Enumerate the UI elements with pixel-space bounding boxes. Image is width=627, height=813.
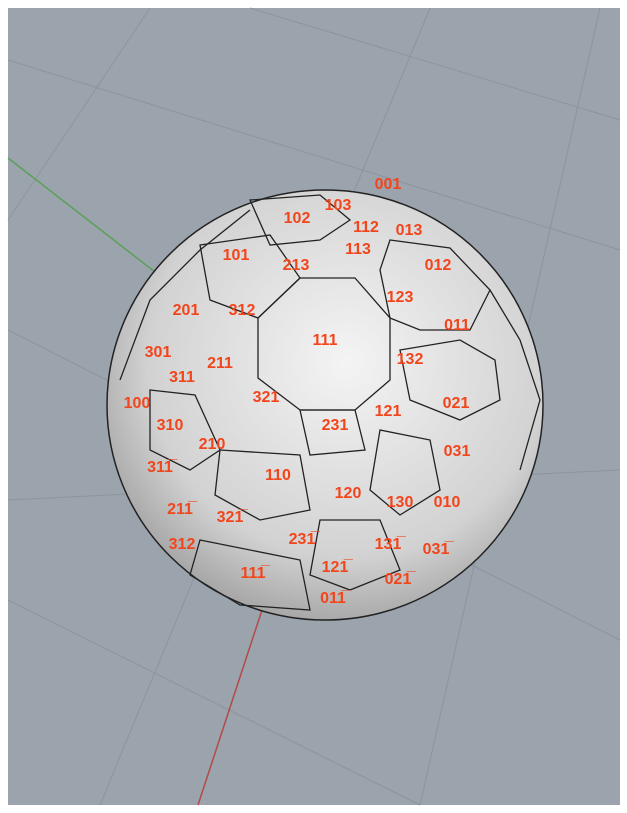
face-label: 010 (434, 494, 461, 511)
face-label: 031 (444, 443, 471, 460)
face-label: 231̅ (289, 530, 321, 548)
x-axis (197, 609, 263, 806)
face-label: 311 (169, 369, 195, 386)
face-label: 213 (283, 257, 310, 274)
face-label: 021̅ (385, 570, 417, 588)
face-label: 013 (396, 222, 423, 239)
face-label: 101 (223, 247, 250, 264)
face-label: 113 (345, 241, 371, 258)
face-label: 120 (335, 485, 362, 502)
y-axis (7, 157, 156, 273)
face-labels: 001 103 102 112 013 113 101 213 012 123 … (124, 176, 471, 607)
face-label: 031̅ (423, 540, 455, 558)
face-label: 231 (322, 417, 349, 434)
face-label: 001 (375, 176, 402, 193)
face-label: 211 (207, 355, 233, 372)
face-label: 011̅ (320, 589, 351, 607)
face-label: 121̅ (322, 558, 354, 576)
face-label: 201 (173, 302, 200, 319)
face-label: 321 (253, 389, 280, 406)
face-label: 112 (353, 219, 379, 236)
face-label: 210 (199, 436, 226, 453)
face-label: 111̅ (241, 564, 271, 582)
face-label: 011 (444, 317, 470, 334)
face-label: 301 (145, 344, 172, 361)
face-label: 130 (387, 494, 414, 511)
face-label: 021 (443, 395, 470, 412)
face-label: 131̅ (375, 535, 407, 553)
face-label: 312 (229, 302, 256, 319)
face-label: 310 (157, 417, 184, 434)
face-label: 111 (313, 332, 338, 349)
face-label: 100 (124, 395, 151, 412)
face-label: 123 (387, 289, 414, 306)
polyhedron (106, 189, 544, 621)
face-label: 102 (284, 210, 311, 227)
face-label: 211̅ (167, 500, 198, 518)
face-label: 132 (397, 351, 424, 368)
face-label: 321̅ (217, 508, 249, 526)
face-label: 311̅ (147, 458, 178, 476)
face-label: 121 (375, 403, 402, 420)
face-label: 012 (425, 257, 452, 274)
face-label: 103 (325, 197, 352, 214)
face-label: 110 (265, 467, 291, 484)
face-label: 312 (169, 536, 196, 553)
